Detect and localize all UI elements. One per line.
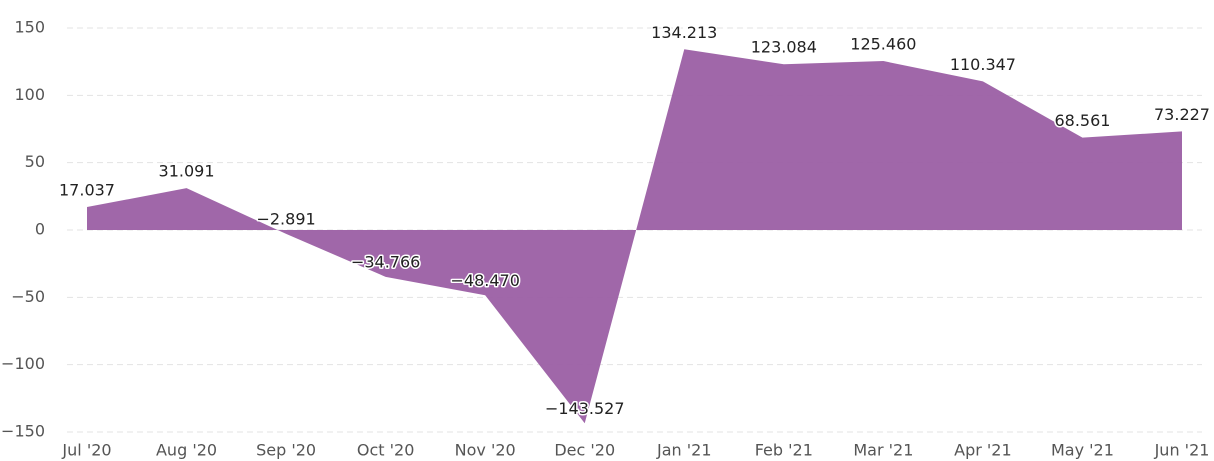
x-tick-label: Apr '21 (954, 441, 1012, 460)
data-label: 68.561 (1054, 111, 1110, 130)
y-tick-label: −50 (11, 287, 45, 306)
data-label: 73.227 (1154, 105, 1210, 124)
data-label: 123.084 (751, 38, 817, 57)
data-label: −34.766 (351, 252, 420, 271)
y-tick-label: 100 (14, 85, 45, 104)
data-label: 110.347 (950, 55, 1016, 74)
data-label: 17.037 (59, 181, 115, 200)
x-tick-label: Sep '20 (256, 441, 316, 460)
x-tick-label: Nov '20 (455, 441, 516, 460)
y-tick-label: 50 (25, 152, 45, 171)
x-tick-label: Jul '20 (61, 441, 111, 460)
y-tick-label: 0 (35, 220, 45, 239)
y-tick-label: 150 (14, 18, 45, 37)
x-tick-label: Feb '21 (755, 441, 813, 460)
x-tick-label: Dec '20 (554, 441, 615, 460)
data-label: −2.891 (256, 209, 315, 228)
x-tick-label: Mar '21 (853, 441, 913, 460)
data-label: −143.527 (545, 399, 625, 418)
data-label: 31.091 (159, 162, 215, 181)
data-label: −48.470 (450, 271, 519, 290)
x-tick-label: Jun '21 (1154, 441, 1210, 460)
data-label: 125.460 (850, 35, 916, 54)
x-tick-label: Aug '20 (156, 441, 217, 460)
x-tick-label: Jan '21 (656, 441, 712, 460)
y-tick-label: −100 (1, 354, 45, 373)
x-tick-label: May '21 (1051, 441, 1114, 460)
area (87, 49, 1182, 424)
x-tick-label: Oct '20 (357, 441, 415, 460)
y-tick-label: −150 (1, 422, 45, 441)
data-label: 134.213 (651, 23, 717, 42)
